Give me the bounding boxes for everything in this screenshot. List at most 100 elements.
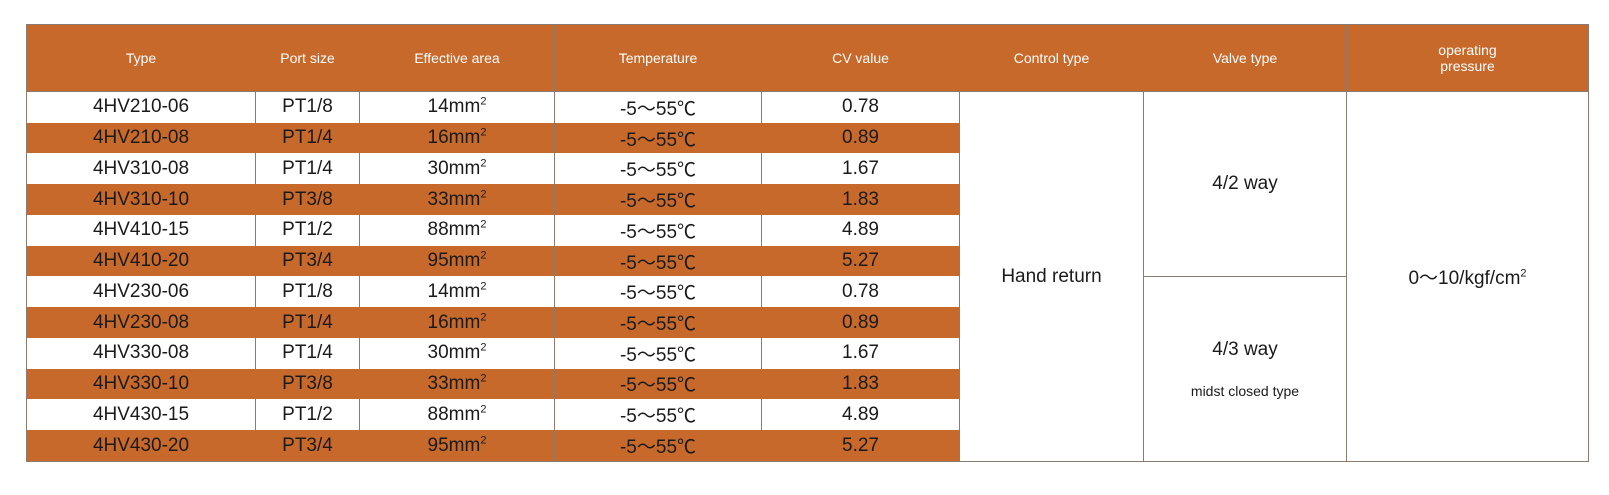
cell-port-size: PT3/4 (255, 245, 360, 277)
header-row: Type Port size Effective area Temperatur… (26, 24, 1589, 92)
table-row: 4HV310-08 PT1/4 30mm2 -5～55℃ 1.67 (26, 153, 1589, 185)
cell-operating-pressure: 0～10/kgf/cm2 (1346, 91, 1589, 462)
cell-effective-area: 14mm2 (359, 276, 555, 308)
table-row: 4HV430-15 PT1/2 88mm2 -5～55℃ 4.89 (26, 399, 1589, 431)
cell-effective-area-value: 88mm (427, 219, 481, 241)
cell-effective-area-value: 33mm (427, 372, 481, 394)
cell-effective-area-value: 14mm (427, 280, 481, 302)
header-effective-area: Effective area (359, 24, 555, 92)
cell-port-size: PT1/8 (255, 91, 360, 123)
cell-type: 4HV310-08 (26, 153, 256, 185)
cell-type: 4HV410-20 (26, 245, 256, 277)
valve-spec-table: Type Port size Effective area Temperatur… (26, 24, 1589, 463)
cell-cv-value: 5.27 (761, 430, 960, 463)
cell-port-size: PT1/8 (255, 276, 360, 308)
area-unit-superscript: 2 (480, 188, 487, 201)
cell-cv-value: 0.89 (761, 307, 960, 338)
cell-temperature: -5～55℃ (554, 430, 762, 463)
cell-type: 4HV330-10 (26, 368, 256, 400)
cell-valve-type-4-3: 4/3 way midst closed type (1143, 275, 1347, 463)
area-unit-superscript: 2 (480, 403, 487, 416)
cell-effective-area-value: 33mm (427, 188, 481, 210)
cell-temperature: -5～55℃ (554, 307, 762, 338)
cell-cv-value: 0.78 (761, 91, 960, 123)
table-row: 4HV230-08 PT1/4 16mm2 -5～55℃ 0.89 (26, 307, 1589, 338)
cell-cv-value: 0.78 (761, 276, 960, 308)
area-unit-superscript: 2 (480, 157, 487, 170)
cell-effective-area-value: 95mm (427, 250, 481, 272)
cell-effective-area: 14mm2 (359, 91, 555, 123)
area-unit-superscript: 2 (480, 372, 487, 385)
cell-temperature: -5～55℃ (554, 245, 762, 277)
header-cv-value: CV value (761, 24, 960, 92)
header-operating-pressure-line2: pressure (1440, 58, 1495, 74)
area-unit-superscript: 2 (480, 434, 487, 447)
table-row: 4HV430-20 PT3/4 95mm2 -5～55℃ 5.27 (26, 430, 1589, 463)
table-row: 4HV230-06 PT1/8 14mm2 -5～55℃ 0.78 4/3 way mids… (26, 275, 1589, 463)
cell-port-size: PT1/4 (255, 153, 360, 185)
table-row: 4HV310-10 PT3/8 33mm2 -5～55℃ 1.83 (26, 184, 1589, 215)
operating-pressure-value: 0～10/kgf/cm (1408, 268, 1521, 289)
cell-effective-area: 95mm2 (359, 245, 555, 277)
cell-cv-value: 1.83 (761, 184, 960, 215)
cell-effective-area: 16mm2 (359, 122, 555, 154)
cell-temperature: -5～55℃ (554, 337, 762, 369)
area-unit-superscript: 2 (480, 341, 487, 354)
cell-cv-value: 4.89 (761, 399, 960, 431)
cell-effective-area-value: 16mm (427, 127, 481, 149)
valve-type-4-3-note: midst closed type (1190, 382, 1300, 399)
valve-type-4-3-label: 4/3 way (1212, 338, 1278, 360)
cell-temperature: -5～55℃ (554, 368, 762, 400)
header-port-size: Port size (255, 24, 360, 92)
cell-type: 4HV210-08 (26, 122, 256, 154)
header-control-type: Control type (959, 24, 1144, 92)
table-row: 4HV410-20 PT3/4 95mm2 -5～55℃ 5.27 (26, 245, 1589, 277)
cell-type: 4HV310-10 (26, 184, 256, 215)
cell-type: 4HV230-06 (26, 276, 256, 308)
cell-port-size: PT3/8 (255, 184, 360, 215)
header-operating-pressure: operating pressure (1346, 24, 1589, 92)
operating-pressure-superscript: 2 (1520, 267, 1527, 280)
cell-effective-area: 16mm2 (359, 307, 555, 338)
cell-type: 4HV210-06 (26, 91, 256, 123)
area-unit-superscript: 2 (480, 126, 487, 139)
cell-cv-value: 0.89 (761, 122, 960, 154)
cell-port-size: PT1/2 (255, 214, 360, 246)
cell-cv-value: 1.67 (761, 337, 960, 369)
cell-temperature: -5～55℃ (554, 184, 762, 215)
table-row: 4HV330-10 PT3/8 33mm2 -5～55℃ 1.83 (26, 368, 1589, 400)
header-valve-type: Valve type (1143, 24, 1347, 92)
cell-type: 4HV230-08 (26, 307, 256, 338)
area-unit-superscript: 2 (480, 96, 487, 109)
area-unit-superscript: 2 (480, 249, 487, 262)
cell-effective-area: 88mm2 (359, 399, 555, 431)
area-unit-superscript: 2 (480, 280, 487, 293)
cell-effective-area: 88mm2 (359, 214, 555, 246)
cell-temperature: -5～55℃ (554, 91, 762, 123)
cell-temperature: -5～55℃ (554, 399, 762, 431)
cell-effective-area-value: 30mm (427, 342, 481, 364)
cell-port-size: PT1/4 (255, 337, 360, 369)
header-temperature: Temperature (554, 24, 762, 92)
cell-temperature: -5～55℃ (554, 276, 762, 308)
cell-port-size: PT3/4 (255, 430, 360, 463)
cell-type: 4HV330-08 (26, 337, 256, 369)
cell-effective-area: 33mm2 (359, 368, 555, 400)
cell-cv-value: 1.67 (761, 153, 960, 185)
header-operating-pressure-line1: operating (1438, 42, 1497, 58)
cell-port-size: PT3/8 (255, 368, 360, 400)
cell-effective-area-value: 95mm (427, 434, 481, 456)
cell-type: 4HV410-15 (26, 214, 256, 246)
table-row: 4HV210-06 PT1/8 14mm2 -5～55℃ 0.78 Hand return… (26, 91, 1589, 462)
cell-cv-value: 4.89 (761, 214, 960, 246)
cell-effective-area: 30mm2 (359, 153, 555, 185)
cell-cv-value: 1.83 (761, 368, 960, 400)
cell-effective-area: 33mm2 (359, 184, 555, 215)
table-row: 4HV410-15 PT1/2 88mm2 -5～55℃ 4.89 (26, 214, 1589, 246)
area-unit-superscript: 2 (480, 311, 487, 324)
cell-effective-area-value: 16mm (427, 311, 481, 333)
cell-type: 4HV430-15 (26, 399, 256, 431)
cell-cv-value: 5.27 (761, 245, 960, 277)
cell-temperature: -5～55℃ (554, 153, 762, 185)
cell-effective-area: 95mm2 (359, 430, 555, 463)
